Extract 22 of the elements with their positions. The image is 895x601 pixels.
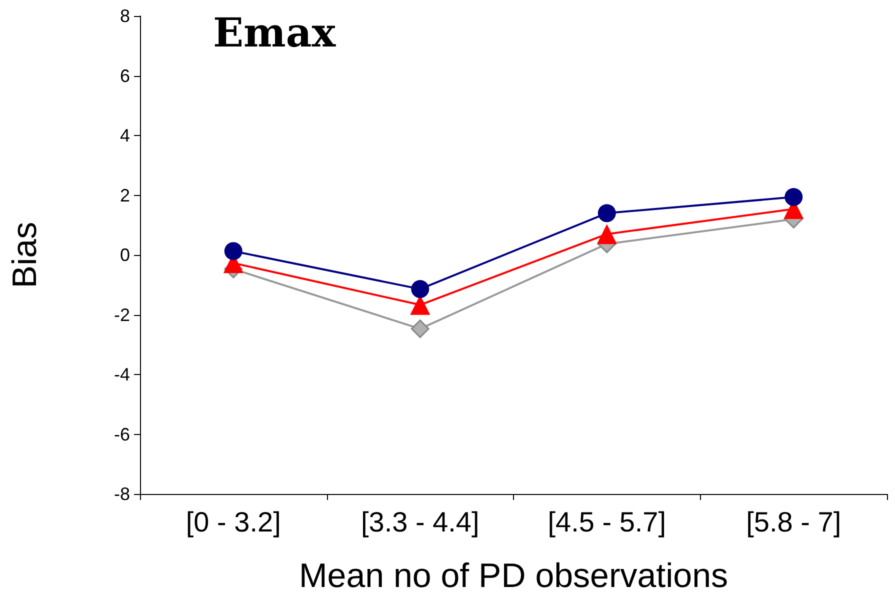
x-axis-title: Mean no of PD observations [298, 557, 728, 595]
point [596, 224, 617, 244]
x-tick-label: [5.8 - 7] [746, 506, 842, 538]
y-tick-label: 6 [120, 66, 130, 86]
point [598, 204, 616, 222]
point [224, 242, 242, 260]
y-tick-label: 2 [120, 185, 130, 206]
y-tick-label: -8 [114, 484, 130, 504]
y-tick-label: -6 [114, 424, 130, 444]
y-tick-label: 0 [120, 245, 130, 265]
x-tick-label: [3.3 - 4.4] [360, 506, 480, 538]
x-tick-label: [4.5 - 5.7] [548, 506, 666, 538]
y-tick-label: -2 [114, 304, 130, 325]
y-tick-label: 4 [120, 126, 130, 146]
y-tick-label: -4 [114, 364, 130, 384]
y-axis-title: Bias [6, 222, 44, 288]
point [410, 320, 430, 338]
x-tick-label: [0 - 3.2] [186, 506, 281, 538]
y-tick-label: 8 [120, 6, 130, 26]
chart-title: Emax [213, 10, 337, 56]
point [784, 188, 803, 206]
point [411, 280, 430, 298]
